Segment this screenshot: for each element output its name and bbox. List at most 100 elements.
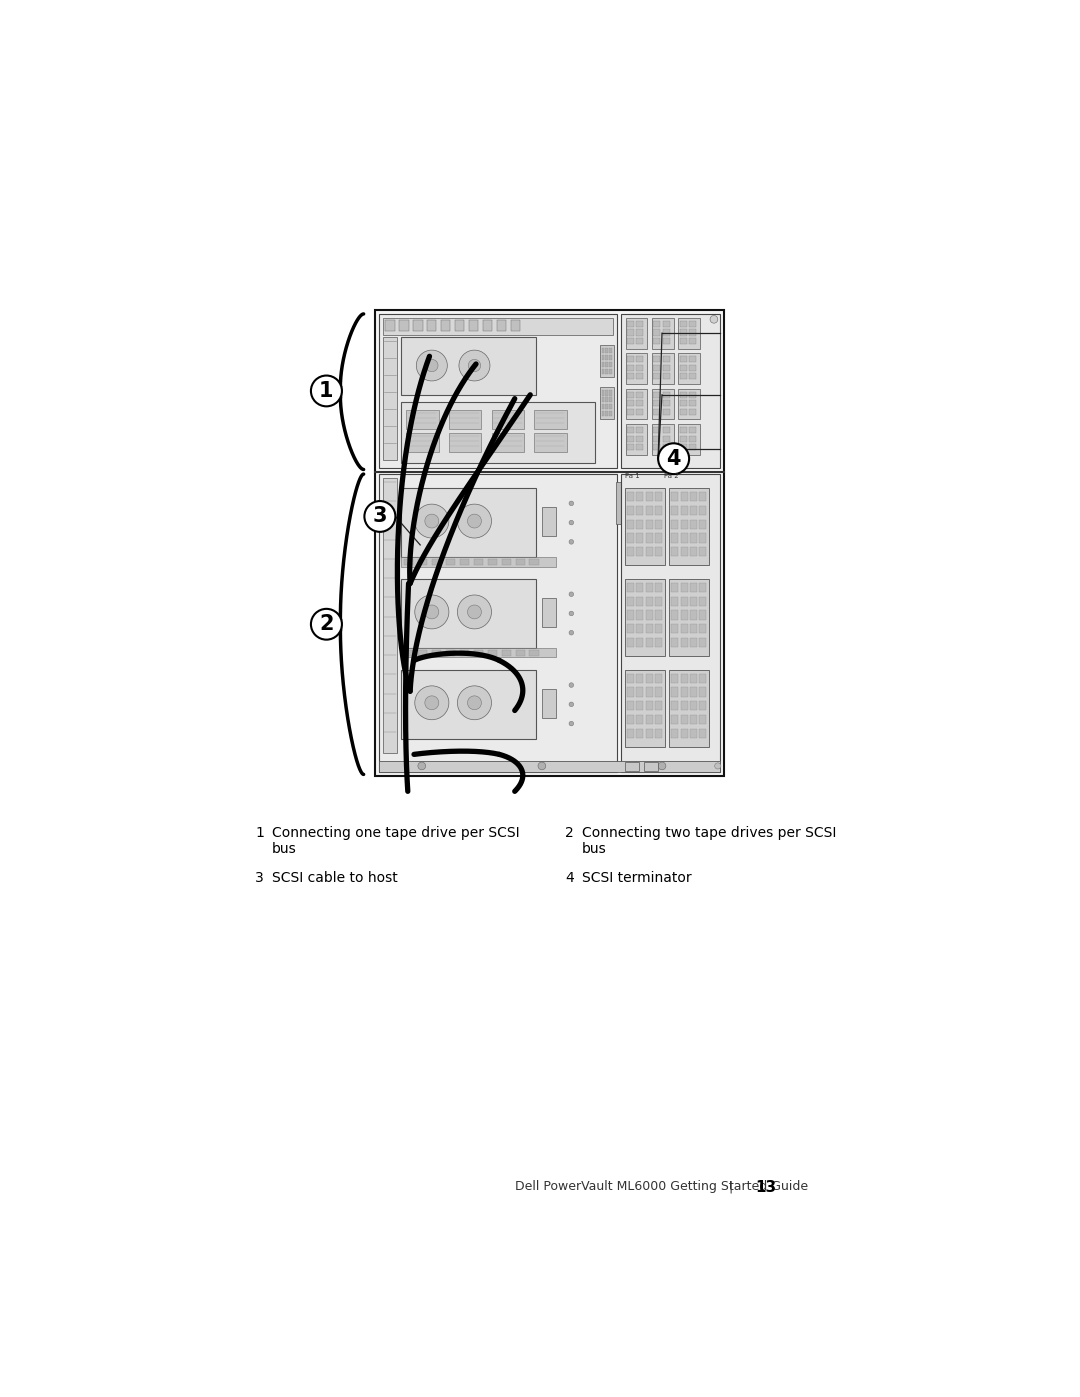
Bar [678, 388, 700, 419]
Bar [689, 356, 697, 362]
Bar [606, 369, 608, 374]
Bar [636, 624, 644, 633]
Circle shape [569, 539, 573, 545]
Bar [679, 356, 687, 362]
Bar [627, 673, 634, 683]
Bar [656, 715, 662, 725]
Bar [401, 337, 537, 395]
Bar [663, 409, 670, 415]
Bar [646, 624, 652, 633]
Bar [672, 583, 678, 592]
Bar [663, 356, 670, 362]
Bar [636, 729, 644, 738]
Bar [672, 506, 678, 515]
Circle shape [424, 605, 438, 619]
Circle shape [658, 763, 666, 770]
Circle shape [710, 316, 718, 323]
Bar [653, 444, 661, 450]
Bar [653, 427, 661, 433]
Bar [535, 411, 567, 429]
Text: 13: 13 [755, 1180, 777, 1196]
Circle shape [715, 763, 721, 768]
Bar [627, 427, 634, 433]
Bar [529, 559, 539, 564]
Bar [663, 400, 670, 407]
Bar [653, 436, 661, 441]
Bar [383, 478, 397, 753]
Bar [672, 715, 678, 725]
Circle shape [424, 514, 438, 528]
Bar [606, 404, 608, 409]
Bar [689, 330, 697, 335]
Bar [699, 597, 706, 606]
Bar [656, 610, 662, 620]
Bar [663, 321, 670, 327]
Bar [609, 390, 611, 395]
Bar [690, 492, 697, 502]
Bar [690, 520, 697, 529]
Bar [625, 488, 665, 564]
Bar [678, 317, 700, 349]
Bar [627, 520, 634, 529]
Text: SCSI terminator: SCSI terminator [582, 870, 692, 884]
Bar [627, 534, 634, 542]
Bar [656, 638, 662, 647]
Bar [646, 673, 652, 683]
Bar [653, 321, 661, 327]
Bar [609, 362, 611, 367]
Bar [542, 598, 556, 627]
Bar [379, 314, 617, 468]
Bar [636, 436, 644, 441]
Bar [602, 390, 604, 395]
Bar [644, 763, 658, 771]
Bar [606, 348, 608, 353]
Bar [441, 320, 450, 331]
Bar [680, 715, 688, 725]
Bar [636, 520, 644, 529]
Bar [636, 365, 644, 372]
Bar [625, 317, 647, 349]
Bar [653, 409, 661, 415]
Circle shape [415, 595, 449, 629]
Circle shape [458, 686, 491, 719]
Bar [469, 320, 478, 331]
Bar [653, 338, 661, 344]
Circle shape [468, 514, 482, 528]
Bar [400, 320, 408, 331]
Bar [646, 492, 652, 502]
Bar [646, 597, 652, 606]
Bar [656, 492, 662, 502]
Circle shape [569, 502, 573, 506]
Bar [672, 492, 678, 502]
Text: 3: 3 [373, 507, 387, 527]
Bar [656, 701, 662, 711]
Bar [690, 548, 697, 556]
Bar [627, 330, 634, 335]
Bar [672, 687, 678, 697]
Bar [672, 534, 678, 542]
Circle shape [569, 630, 573, 636]
Bar [627, 373, 634, 380]
Bar [515, 559, 525, 564]
Bar [600, 387, 613, 419]
Bar [383, 317, 613, 335]
Bar [669, 669, 710, 746]
Bar [602, 355, 604, 360]
Bar [616, 482, 622, 524]
Text: SCSI cable to host: SCSI cable to host [272, 870, 397, 884]
Circle shape [458, 504, 491, 538]
Bar [474, 650, 483, 655]
Bar [401, 669, 537, 739]
Bar [699, 492, 706, 502]
Bar [488, 559, 497, 564]
Bar [679, 400, 687, 407]
Bar [627, 400, 634, 407]
Circle shape [416, 351, 447, 381]
Bar [699, 610, 706, 620]
Bar [689, 409, 697, 415]
Bar [627, 391, 634, 398]
Bar [542, 507, 556, 536]
Bar [672, 701, 678, 711]
Bar [652, 353, 674, 384]
Bar [379, 474, 617, 773]
